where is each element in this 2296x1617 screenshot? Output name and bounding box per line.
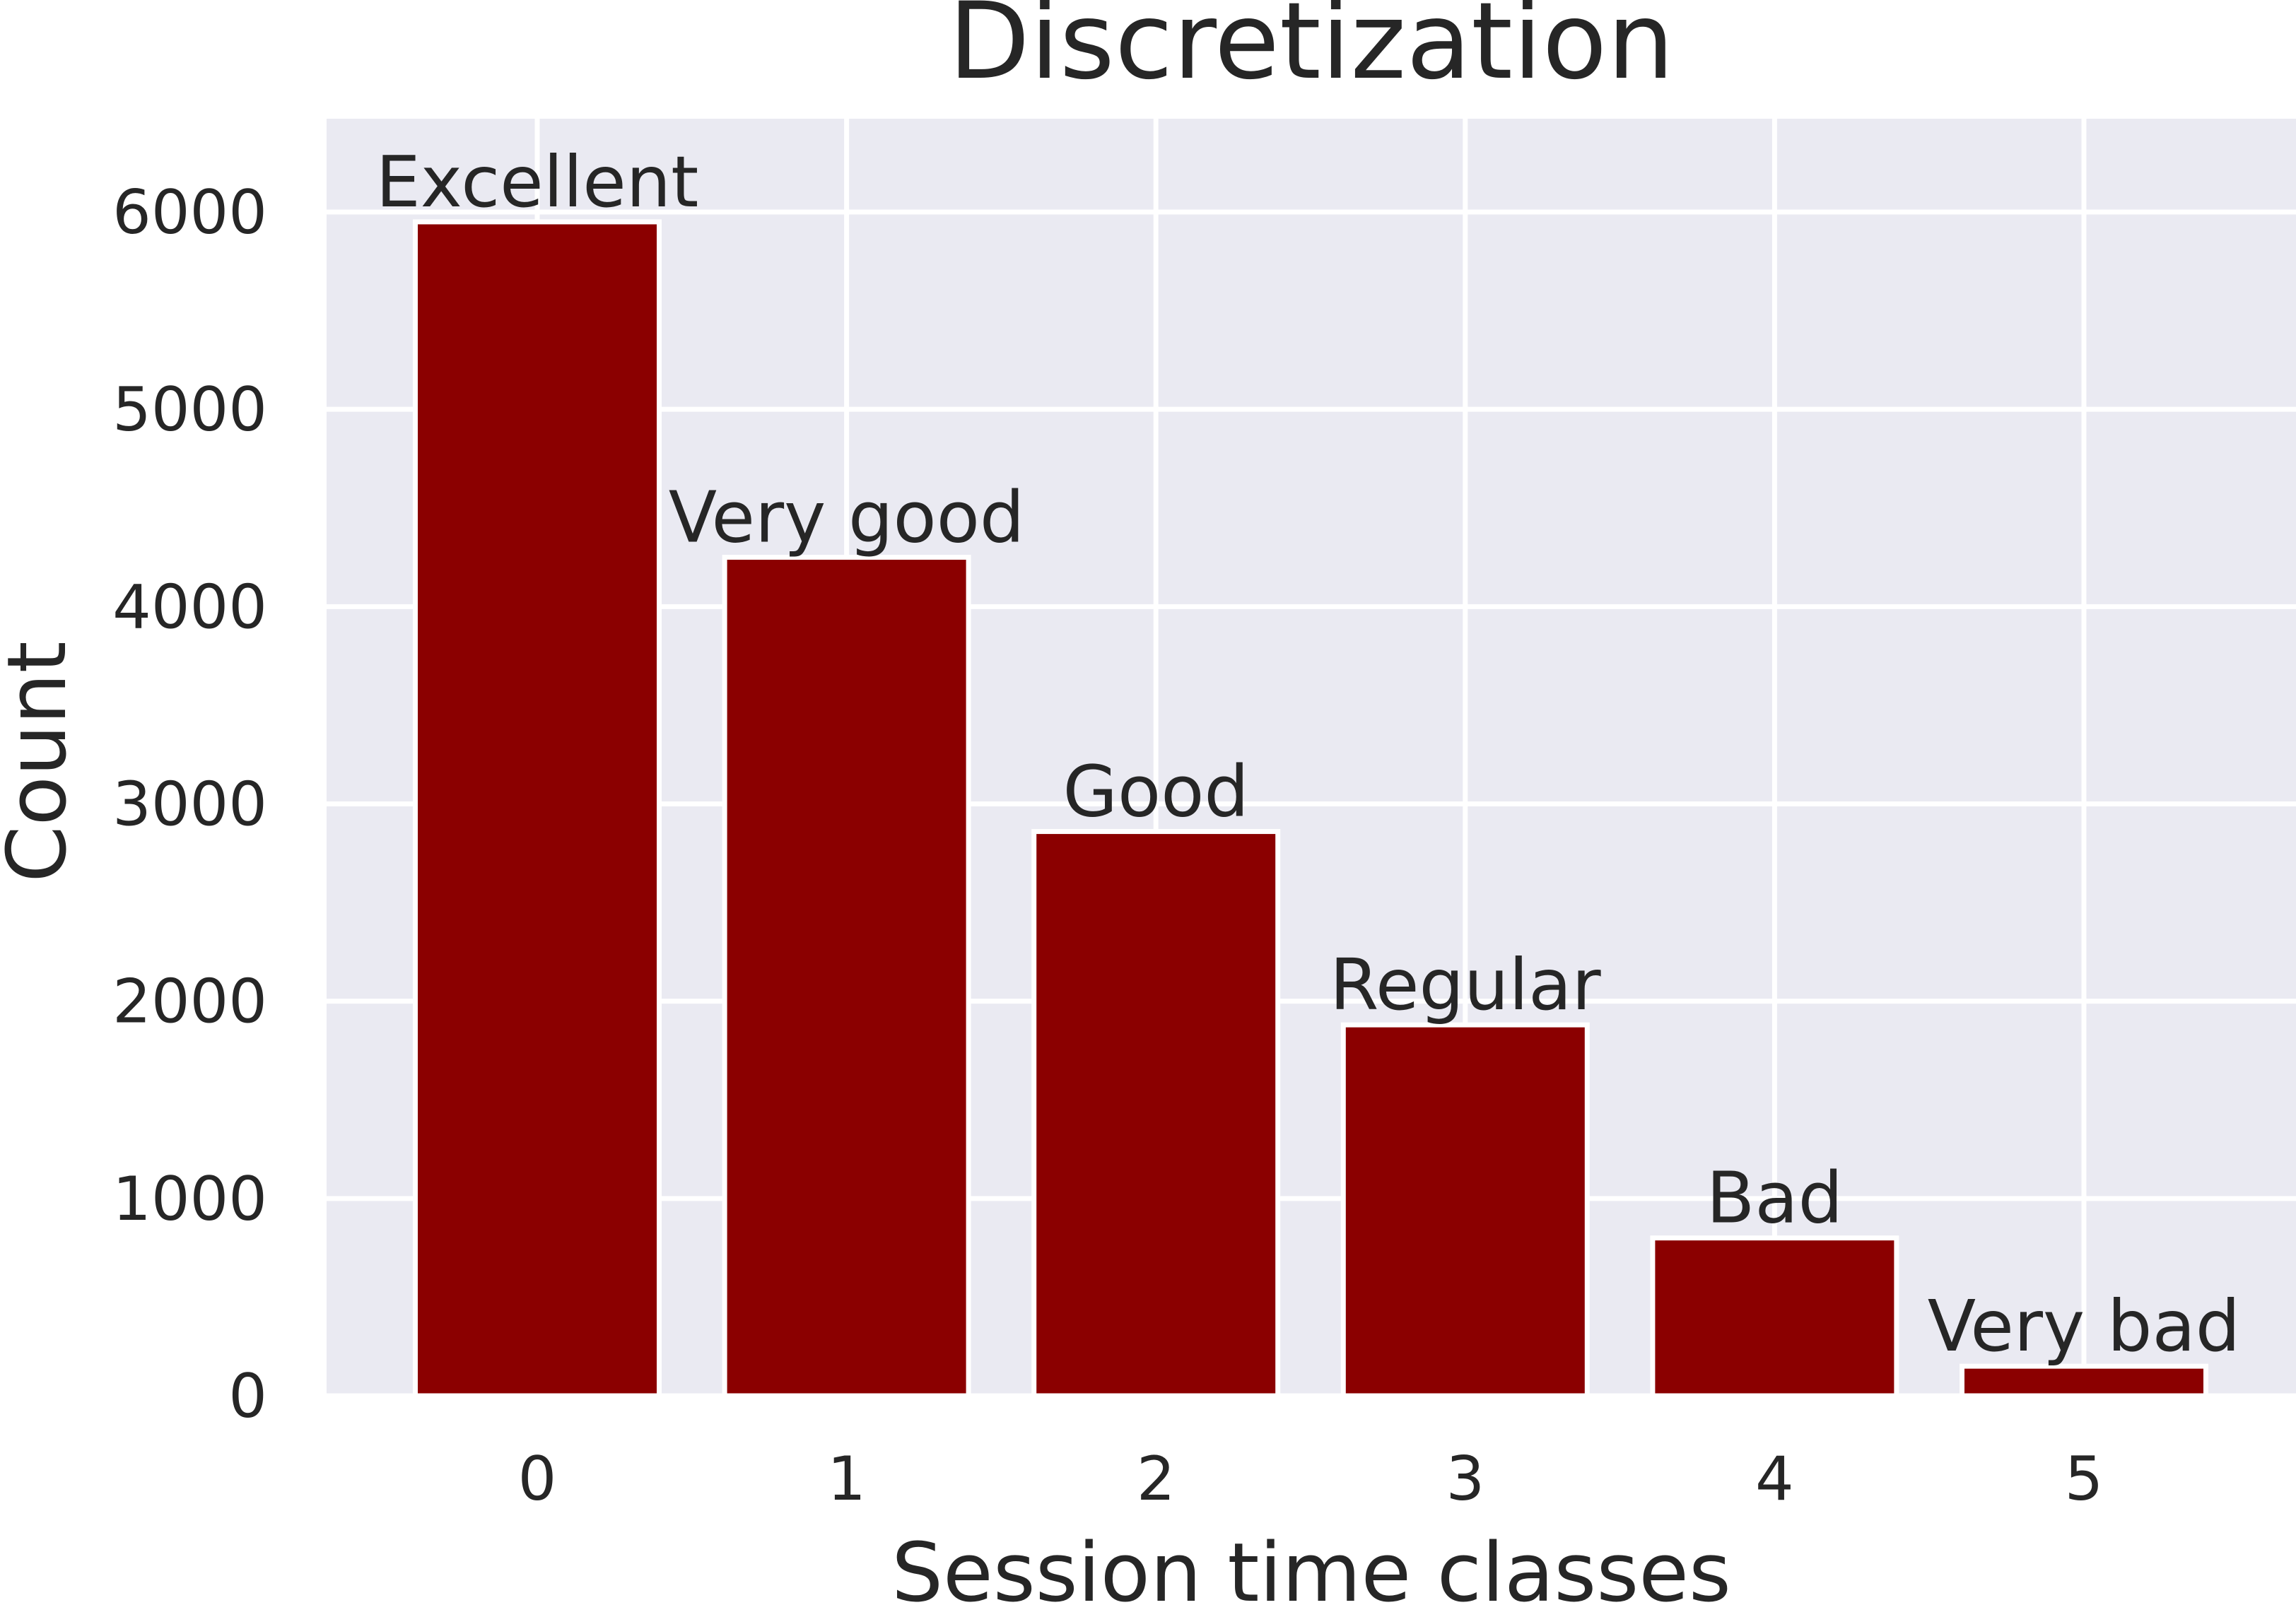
x-tick-label: 0 bbox=[518, 1444, 557, 1515]
x-tick-label: 5 bbox=[2065, 1444, 2104, 1515]
chart-title: Discretization bbox=[949, 0, 1675, 103]
y-tick-label: 0 bbox=[228, 1361, 267, 1432]
bar bbox=[1960, 1363, 2208, 1399]
x-tick-label: 2 bbox=[1137, 1444, 1176, 1515]
bar-label: Excellent bbox=[376, 141, 699, 223]
bar bbox=[1031, 829, 1281, 1399]
x-tick-label: 3 bbox=[1446, 1444, 1484, 1515]
x-tick-label: 1 bbox=[827, 1444, 866, 1515]
bars bbox=[413, 219, 2208, 1399]
bar-label: Regular bbox=[1330, 943, 1601, 1026]
x-tick-label: 4 bbox=[1755, 1444, 1794, 1515]
bar bbox=[722, 555, 971, 1399]
y-tick-label: 1000 bbox=[112, 1164, 267, 1235]
y-tick-labels: 0 1000 2000 3000 4000 5000 6000 bbox=[112, 177, 267, 1432]
bar-label: Very bad bbox=[1928, 1285, 2240, 1368]
bar bbox=[413, 219, 662, 1399]
y-tick-label: 5000 bbox=[112, 375, 267, 445]
y-axis-label: Count bbox=[0, 641, 85, 883]
y-tick-label: 2000 bbox=[112, 967, 267, 1037]
y-tick-label: 6000 bbox=[112, 177, 267, 248]
bar bbox=[1340, 1022, 1590, 1399]
y-tick-label: 4000 bbox=[112, 572, 267, 642]
bar bbox=[1650, 1235, 1899, 1399]
x-tick-labels: 0 1 2 3 4 5 bbox=[518, 1444, 2104, 1515]
bar-label: Good bbox=[1063, 751, 1249, 833]
x-axis-label: Session time classes bbox=[891, 1526, 1731, 1617]
bar-label: Very good bbox=[669, 476, 1025, 559]
bar-label: Bad bbox=[1706, 1157, 1843, 1240]
y-tick-label: 3000 bbox=[112, 769, 267, 840]
bar-labels: Excellent Very good Good Regular Bad Very bad bbox=[376, 141, 2241, 1368]
